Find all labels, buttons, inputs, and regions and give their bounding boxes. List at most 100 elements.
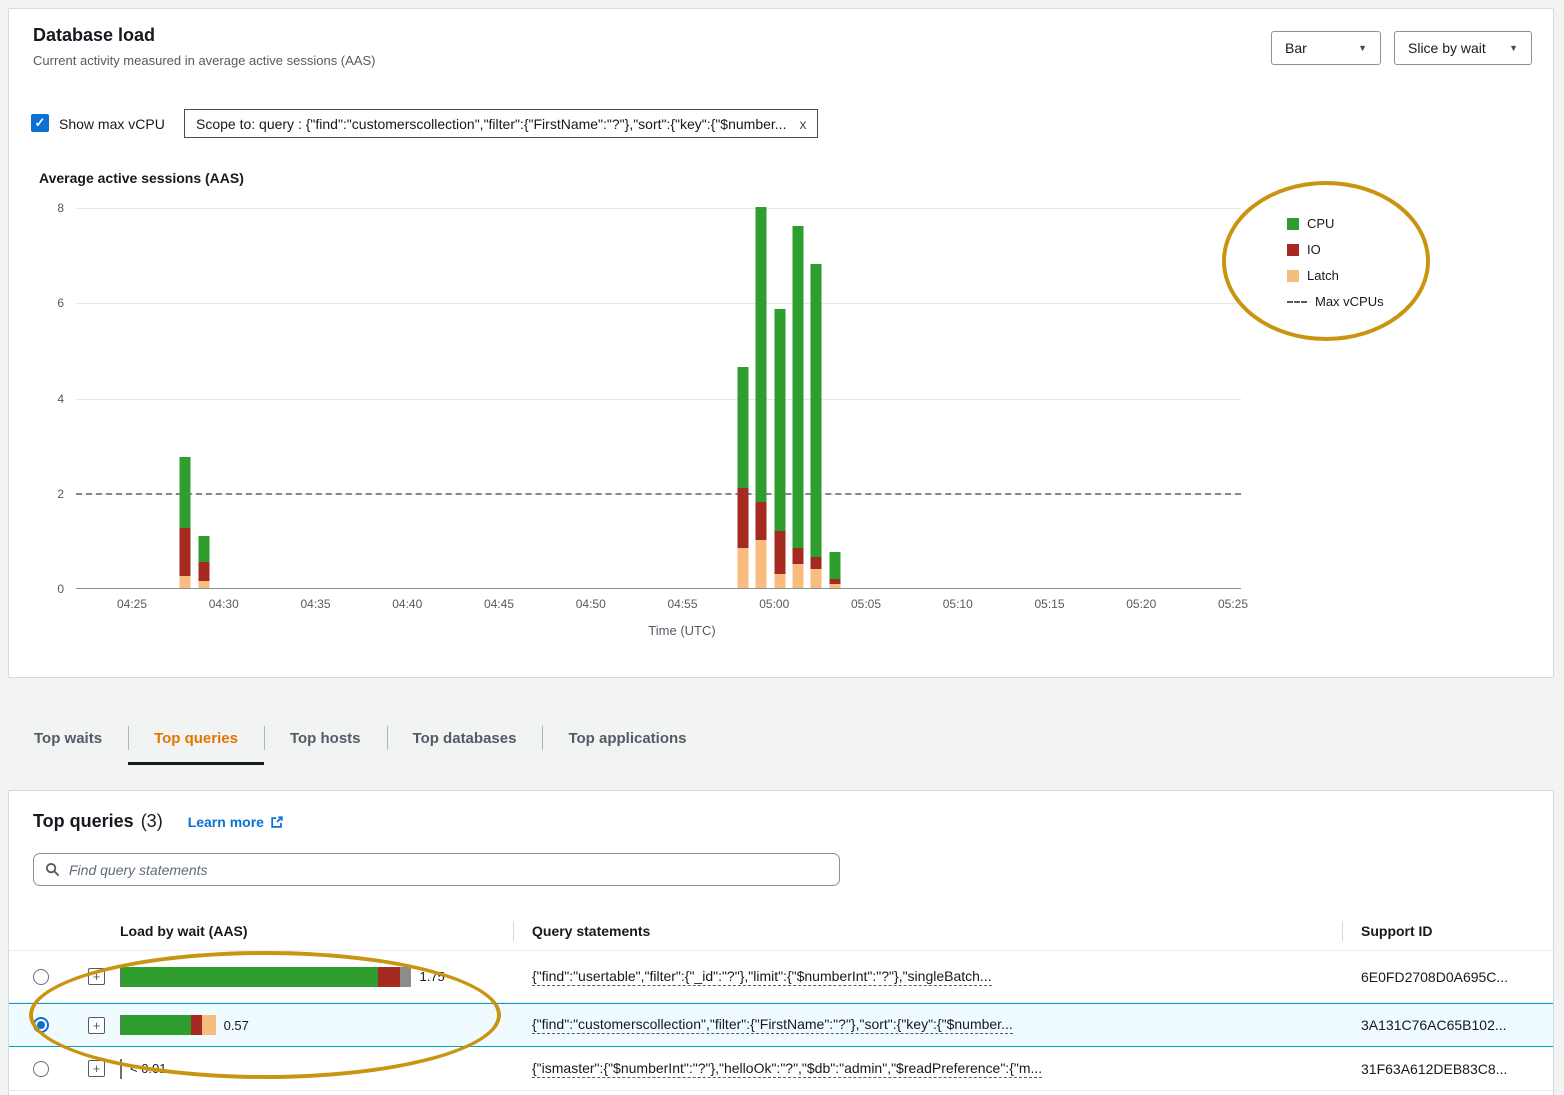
cpu-segment [811,264,822,557]
query-statement-link[interactable]: {"find":"customerscollection","filter":{… [532,1016,1013,1034]
chart-title: Average active sessions (AAS) [39,170,244,186]
show-max-vcpu-checkbox[interactable] [31,114,49,132]
max-vcpus-line [76,493,1241,495]
page-title: Database load [33,25,155,46]
y-tick-label: 0 [57,582,64,596]
query-search-box [33,853,840,886]
top-queries-count: (3) [141,811,163,832]
chevron-down-icon [1509,43,1518,53]
support-id: 31F63A612DEB83C8... [1361,1061,1553,1077]
top-queries-title-row: Top queries (3) Learn more [33,811,284,832]
load-bar [120,1059,122,1079]
io-segment [198,562,209,581]
row-radio[interactable] [33,1061,49,1077]
expand-row-icon[interactable] [88,1060,105,1077]
x-axis-label: Time (UTC) [648,623,715,638]
load-bar-segment [202,1015,215,1035]
query-search-input[interactable] [69,862,828,878]
x-tick-label: 05:05 [851,597,881,611]
x-tick-label: 04:50 [576,597,606,611]
cpu-segment [756,207,767,502]
dashed-line-icon [1287,301,1307,303]
tab-top-applications[interactable]: Top applications [542,710,712,766]
tab-top-hosts[interactable]: Top hosts [264,710,387,766]
table-header-row: Load by wait (AAS) Query statements Supp… [9,911,1553,951]
latch-segment [198,581,209,588]
table-row: < 0.01 {"ismaster":{"$numberInt":"?"},"h… [9,1047,1553,1091]
io-segment [738,488,749,548]
load-bar-segment [121,967,378,987]
latch-swatch-icon [1287,270,1299,282]
aas-stacked-bar [198,536,209,588]
gridline [76,303,1241,304]
legend-label-max-vcpus: Max vCPUs [1315,294,1384,309]
load-by-wait-cell: 1.75 [120,967,532,987]
x-tick-label: 05:25 [1218,597,1248,611]
y-tick-label: 6 [57,296,64,310]
column-header-support-id: Support ID [1361,923,1553,939]
row-radio-selected[interactable] [33,1017,49,1033]
latch-segment [756,540,767,588]
tab-top-waits[interactable]: Top waits [8,710,128,766]
column-header-query: Query statements [532,923,1361,939]
load-bar-segment [400,967,412,987]
x-tick-label: 04:55 [667,597,697,611]
latch-segment [180,576,191,588]
load-bar-segment [378,967,400,987]
support-id: 6E0FD2708D0A695C... [1361,969,1553,985]
cpu-segment [198,536,209,562]
page-subtitle: Current activity measured in average act… [33,53,375,68]
latch-segment [774,574,785,588]
io-segment [774,531,785,574]
chart-type-dropdown[interactable]: Bar [1271,31,1381,65]
chart-legend: CPU IO Latch Max vCPUs [1287,216,1384,309]
io-segment [793,548,804,565]
expand-row-icon[interactable] [88,1017,105,1034]
show-max-vcpu-label: Show max vCPU [59,116,165,132]
io-segment [811,557,822,569]
io-segment [756,502,767,540]
query-statement-link[interactable]: {"ismaster":{"$numberInt":"?"},"helloOk"… [532,1060,1042,1078]
close-icon[interactable]: x [799,116,806,132]
support-id: 3A131C76AC65B102... [1361,1017,1553,1033]
aas-stacked-bar [811,264,822,588]
chevron-down-icon [1358,43,1367,53]
top-queries-panel: Top queries (3) Learn more [8,790,1554,1095]
load-by-wait-cell: 0.57 [120,1015,532,1035]
aas-stacked-bar [738,367,749,588]
cpu-swatch-icon [1287,218,1299,230]
column-header-load: Load by wait (AAS) [120,923,532,939]
top-queries-title: Top queries [33,811,134,832]
aas-chart-plot: 0246804:2504:3004:3504:4004:4504:5004:55… [76,208,1241,589]
cpu-segment [180,457,191,528]
load-by-wait-cell: < 0.01 [120,1059,532,1079]
load-value: 0.57 [224,1018,249,1033]
slice-by-dropdown[interactable]: Slice by wait [1394,31,1532,65]
load-value: < 0.01 [130,1061,167,1076]
aas-stacked-bar [774,309,785,588]
legend-item-io: IO [1287,242,1384,257]
x-tick-label: 05:10 [943,597,973,611]
latch-segment [738,548,749,588]
learn-more-link[interactable]: Learn more [188,814,284,830]
table-row: 1.75 {"find":"usertable","filter":{"_id"… [9,951,1553,1003]
table-row-selected: 0.57 {"find":"customerscollection","filt… [9,1003,1553,1047]
gridline [76,208,1241,209]
database-load-panel: Database load Current activity measured … [8,8,1554,678]
tab-top-databases[interactable]: Top databases [387,710,543,766]
tab-bar: Top waits Top queries Top hosts Top data… [8,710,713,766]
gridline [76,399,1241,400]
legend-label-cpu: CPU [1307,216,1334,231]
aas-stacked-bar [180,457,191,588]
y-tick-label: 4 [57,392,64,406]
expand-row-icon[interactable] [88,968,105,985]
x-tick-label: 04:25 [117,597,147,611]
io-segment [180,528,191,576]
latch-segment [829,584,840,588]
legend-label-io: IO [1307,242,1321,257]
tab-top-queries[interactable]: Top queries [128,710,264,766]
row-radio[interactable] [33,969,49,985]
query-statement-link[interactable]: {"find":"usertable","filter":{"_id":"?"}… [532,968,992,986]
x-tick-label: 05:00 [759,597,789,611]
legend-item-max-vcpus: Max vCPUs [1287,294,1384,309]
